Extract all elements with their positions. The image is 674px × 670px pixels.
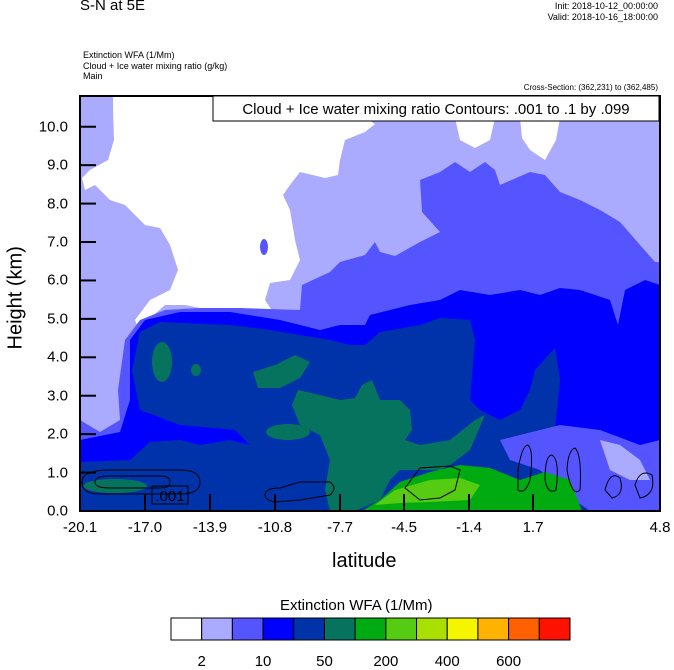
colorbar-swatch [477, 617, 510, 641]
colorbar-label: 600 [496, 653, 522, 670]
colorbar-label: 2 [197, 653, 206, 670]
contour-legend-text: Cloud + Ice water mixing ratio Contours:… [242, 101, 629, 118]
field-extinction: Extinction WFA (1/Mm) [83, 50, 175, 60]
field-level-white [455, 118, 495, 148]
y-tick-label: 7.0 [47, 233, 68, 251]
y-tick-label: 5.0 [47, 310, 68, 328]
contour-legend-box [212, 95, 660, 122]
colorbar-swatch [385, 617, 418, 641]
colorbar-swatch [231, 617, 264, 641]
y-tick-label: 1.0 [47, 464, 68, 482]
colorbar-label: 50 [316, 653, 333, 670]
field-level-white [82, 96, 375, 333]
colorbar-label: 200 [373, 653, 399, 670]
valid-time: Valid: 2018-10-16_18:00:00 [547, 12, 658, 22]
axis-ticks [80, 125, 534, 512]
field-level-600 [375, 478, 480, 505]
colorbar-label: 10 [254, 653, 272, 670]
y-tick-label: 3.0 [47, 387, 68, 405]
colorbar-swatch [323, 617, 356, 641]
colorbar-swatch [262, 617, 295, 641]
plot-title: S-N at 5E [80, 0, 146, 14]
field-level-white [520, 118, 560, 160]
field-list: Extinction WFA (1/Mm) Cloud + Ice water … [83, 50, 227, 82]
x-tick-label: -17.0 [127, 519, 163, 536]
field-level-200 [191, 364, 201, 376]
x-axis-label: latitude [332, 550, 397, 572]
field-level-200 [83, 479, 147, 493]
cross-section-label: Cross-Section: (362,231) to (362,485) [523, 83, 658, 92]
field-level-200 [292, 380, 485, 511]
contour-label-box [151, 485, 189, 505]
colorbar-swatch [354, 617, 387, 641]
colorbar-swatch [508, 617, 540, 641]
contour-label: .001 [155, 488, 184, 505]
x-tick-label: -10.8 [257, 519, 293, 536]
colorbar-swatch [201, 617, 233, 641]
y-tick-label: 4.0 [47, 348, 68, 366]
y-axis-label: Height (km) [4, 246, 27, 350]
y-tick-label: 6.0 [47, 271, 68, 289]
y-tick-label: 2.0 [47, 425, 68, 443]
colorbar-title: Extinction WFA (1/Mm) [280, 597, 433, 614]
x-tick-label: -4.5 [391, 519, 417, 536]
colorbar-label: 400 [434, 653, 460, 670]
y-tick-label: 0.0 [47, 502, 68, 520]
x-tick-label: 1.7 [522, 519, 544, 536]
field-level-200 [152, 342, 172, 382]
init-time: Init: 2018-10-12_00:00:00 [554, 1, 658, 11]
colorbar [170, 617, 571, 641]
colorbar-swatch [416, 617, 448, 641]
x-tick-label: 4.8 [649, 519, 671, 536]
y-tick-label: 10.0 [38, 118, 68, 136]
colorbar-swatch [446, 617, 479, 641]
field-level-10 [600, 440, 650, 480]
x-tick-label: -1.4 [456, 519, 482, 536]
cloud-ice-contours [81, 444, 654, 503]
x-tick-label: -20.1 [62, 519, 98, 536]
field-cloud-ice: Cloud + Ice water mixing ratio (g/kg) [83, 60, 228, 71]
colorbar-swatch [170, 617, 203, 641]
colorbar-swatch [293, 617, 325, 641]
y-tick-label: 8.0 [47, 195, 68, 213]
time-info: Init: 2018-10-12_00:00:00 Valid: 2018-10… [548, 1, 658, 23]
x-tick-label: -13.9 [192, 519, 228, 536]
field-level-200 [253, 355, 310, 388]
field-level-200 [266, 424, 310, 440]
field-level-50-lower [260, 239, 268, 255]
x-tick-label: -7.7 [327, 519, 353, 536]
field-main: Main [83, 71, 103, 81]
colorbar-swatch [538, 617, 571, 641]
y-tick-label: 9.0 [47, 156, 68, 174]
